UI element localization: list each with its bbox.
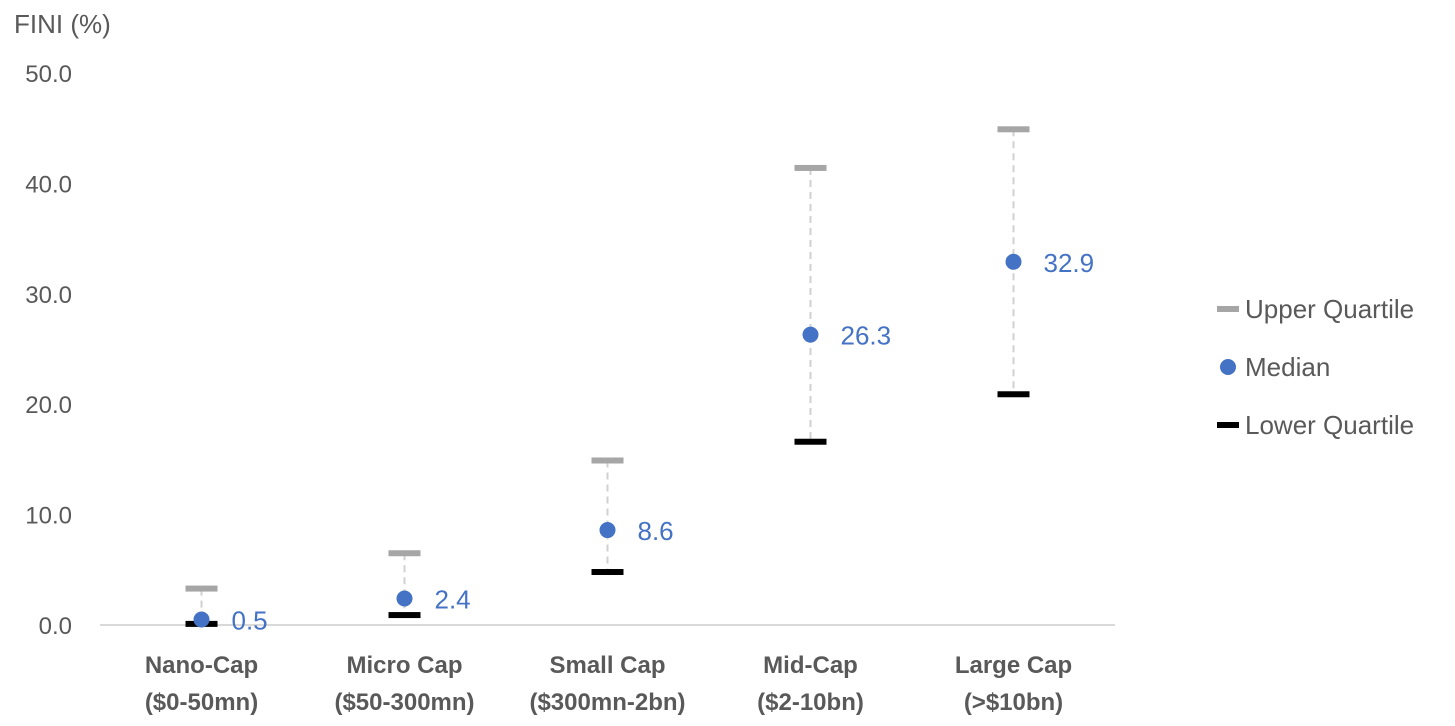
upper-quartile-marker — [388, 550, 421, 557]
median-data-label: 8.6 — [638, 516, 674, 546]
y-tick-label: 20.0 — [25, 392, 72, 419]
median-data-label: 0.5 — [232, 605, 268, 635]
upper-quartile-marker — [794, 164, 827, 171]
upper-quartile-marker — [185, 585, 218, 592]
y-axis-title: FINI (%) — [14, 9, 111, 39]
median-data-label: 2.4 — [435, 585, 471, 615]
y-tick-label: 10.0 — [25, 503, 72, 530]
median-marker — [396, 590, 413, 607]
y-tick-label: 30.0 — [25, 282, 72, 309]
median-marker — [1005, 253, 1022, 270]
lower-quartile-marker — [794, 438, 827, 445]
lower-quartile-marker — [388, 612, 421, 619]
category-label: ($300mn-2bn) — [529, 689, 685, 716]
legend: Upper Quartile Median Lower Quartile — [1217, 294, 1414, 440]
legend-upper-quartile-marker — [1217, 306, 1239, 312]
median-data-label: 32.9 — [1044, 248, 1095, 278]
legend-lower-quartile-marker — [1217, 422, 1239, 428]
legend-lower-quartile-label: Lower Quartile — [1245, 410, 1414, 440]
lower-quartile-marker — [997, 391, 1030, 398]
category-label: Micro Cap — [346, 652, 462, 679]
legend-median-marker — [1220, 359, 1236, 375]
legend-upper-quartile-label: Upper Quartile — [1245, 294, 1414, 324]
median-marker — [802, 326, 819, 343]
median-data-labels: 0.5 2.4 8.6 26.3 32.9 — [232, 248, 1095, 636]
upper-quartile-marker — [591, 457, 624, 464]
y-tick-label: 50.0 — [25, 61, 72, 88]
category-label: Nano-Cap — [145, 652, 258, 679]
category-label: ($0-50mn) — [145, 689, 258, 716]
category-label: (>$10bn) — [964, 689, 1063, 716]
quartile-connectors — [200, 129, 1015, 624]
median-data-label: 26.3 — [841, 321, 892, 351]
category-label: Large Cap — [955, 652, 1072, 679]
category-label: Mid-Cap — [763, 652, 858, 679]
median-marker — [193, 611, 210, 628]
upper-quartile-marker — [997, 126, 1030, 133]
category-label: ($2-10bn) — [757, 689, 864, 716]
category-label: ($50-300mn) — [334, 689, 474, 716]
y-axis-ticks: 0.0 10.0 20.0 30.0 40.0 50.0 — [25, 61, 72, 640]
y-tick-label: 40.0 — [25, 171, 72, 198]
category-label: Small Cap — [549, 652, 665, 679]
category-labels: Nano-Cap ($0-50mn) Micro Cap ($50-300mn) Sma… — [145, 652, 1072, 716]
series-marks — [185, 126, 1030, 628]
lower-quartile-marker — [591, 569, 624, 576]
median-marker — [599, 522, 616, 539]
legend-median-label: Median — [1245, 352, 1330, 382]
y-tick-label: 0.0 — [39, 613, 72, 640]
